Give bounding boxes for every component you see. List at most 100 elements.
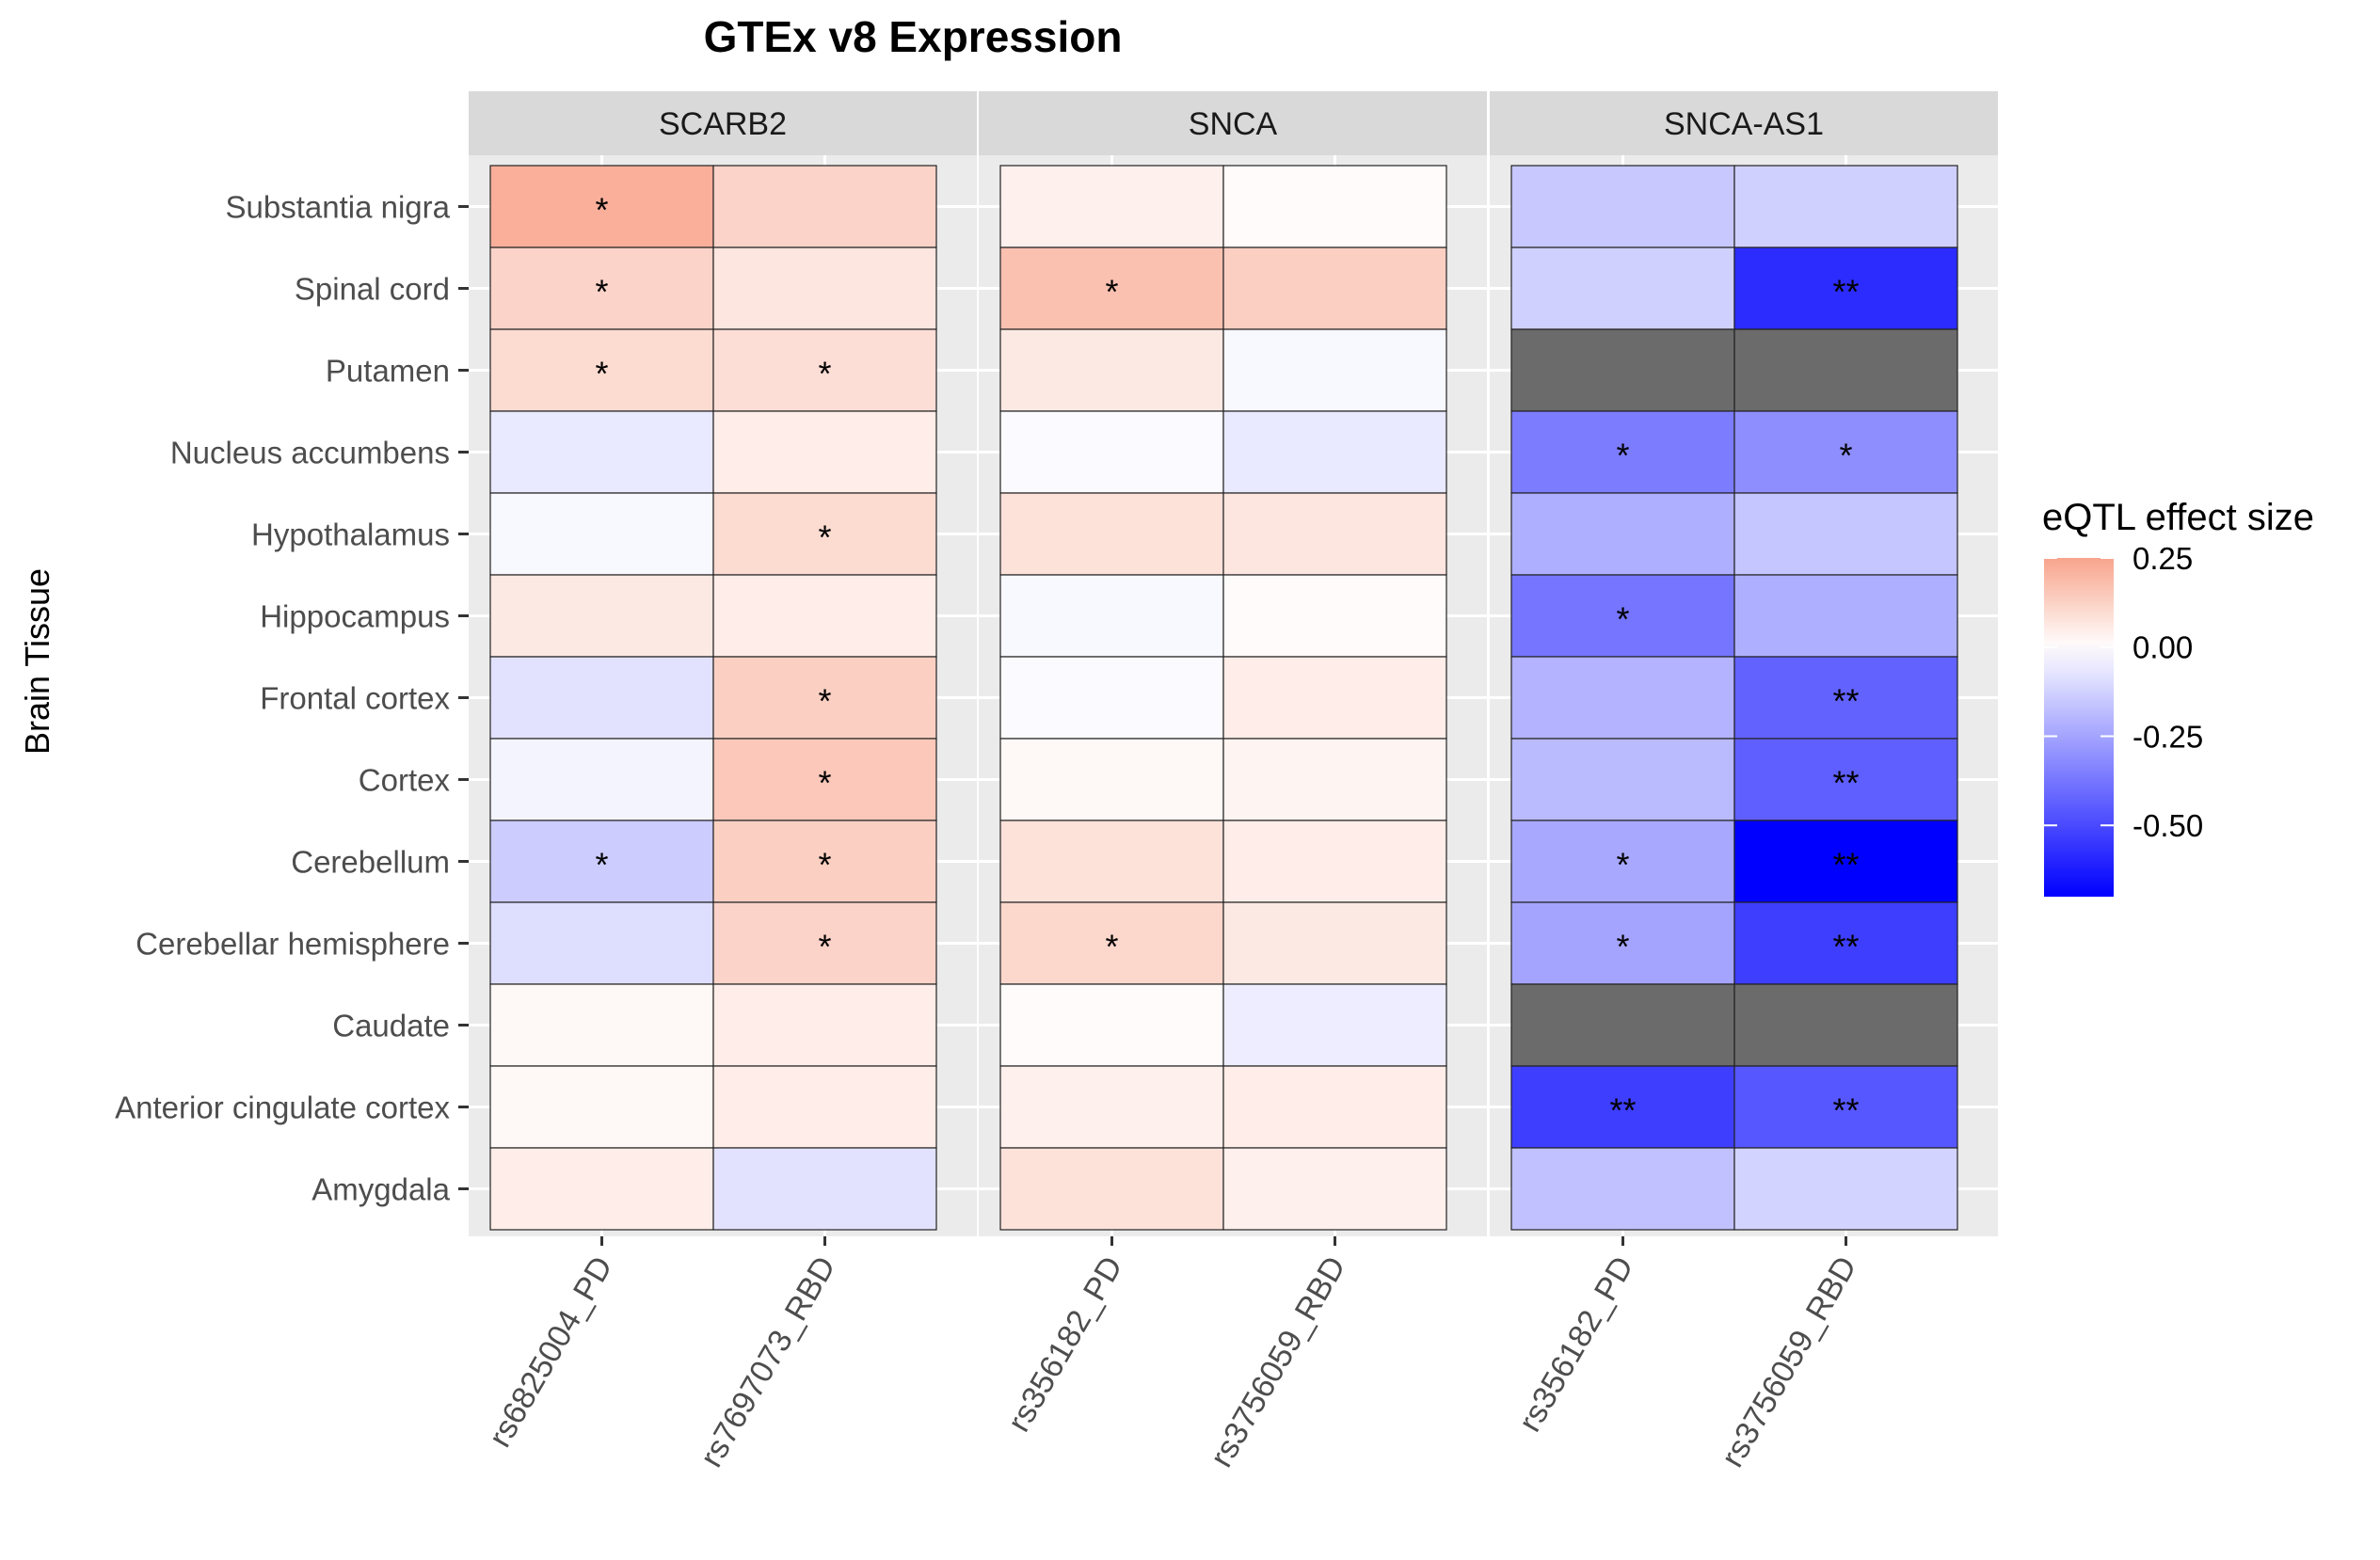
y-tick-label: Hypothalamus <box>251 517 450 552</box>
heatmap-cell <box>999 492 1224 576</box>
heatmap-cell <box>489 1065 714 1149</box>
heatmap-cell <box>999 1147 1224 1231</box>
significance-label: * <box>818 928 831 966</box>
heatmap-cell <box>1510 410 1735 494</box>
x-tick-label: rs7697073_RBD <box>694 1250 843 1473</box>
heatmap-cell <box>712 328 937 412</box>
heatmap-cell <box>712 1147 937 1231</box>
significance-label: * <box>595 191 608 230</box>
heatmap-cell <box>1222 247 1447 330</box>
facet-strip-label: SNCA <box>1189 106 1278 142</box>
heatmap-cell <box>1733 492 1958 576</box>
significance-label: ** <box>1832 1091 1859 1130</box>
heatmap-cell <box>1510 656 1735 740</box>
y-tick-label: Cerebellar hemisphere <box>136 927 450 962</box>
y-tick-label: Anterior cingulate cortex <box>115 1090 450 1125</box>
heatmap-cell <box>1733 983 1958 1067</box>
heatmap-cell <box>489 410 714 494</box>
facet-panels: SCARB2*** ***** **rs6825004_PD rs7697073_RB… <box>469 91 1998 1473</box>
heatmap-cell <box>1510 1065 1735 1149</box>
heatmap-cell <box>1733 656 1958 740</box>
chart-title: GTEx v8 Expression <box>704 12 1123 61</box>
facet-strip <box>1490 91 1998 155</box>
heatmap-cell <box>1733 901 1958 985</box>
heatmap-cell <box>1222 901 1447 985</box>
y-tick-label: Cortex <box>359 763 451 798</box>
heatmap-cell <box>1733 328 1958 412</box>
heatmap-cell <box>999 410 1224 494</box>
heatmap-cell <box>1733 738 1958 821</box>
heatmap-cell <box>999 574 1224 658</box>
y-tick-label: Cerebellum <box>291 845 450 880</box>
heatmap-cell <box>1733 574 1958 658</box>
heatmap-cell <box>712 1065 937 1149</box>
legend-tick-label: 0.25 <box>2132 541 2193 576</box>
x-tick-label: rs356182_PD <box>1001 1250 1130 1438</box>
heatmap-cell <box>489 820 714 903</box>
significance-label: * <box>1616 928 1629 966</box>
y-axis-ticks: Substantia nigra Spinal cord Putamen Nucleu… <box>115 190 469 1207</box>
heatmap-cell <box>1222 983 1447 1067</box>
heatmap-cell <box>999 247 1224 330</box>
y-tick-label: Nucleus accumbens <box>170 436 450 470</box>
significance-label: * <box>1105 273 1118 311</box>
heatmap-cell <box>1510 492 1735 576</box>
heatmap-cell <box>1510 901 1735 985</box>
x-tick-label: rs6825004_PD <box>482 1250 619 1453</box>
heatmap-cell <box>1510 247 1735 330</box>
heatmap-cell <box>489 738 714 821</box>
color-legend: eQTL effect size 0.25 0.00 -0.25 -0.50 <box>2042 497 2314 897</box>
y-tick-label: Spinal cord <box>295 272 450 307</box>
facet-strip <box>979 91 1487 155</box>
heatmap-cell <box>1222 738 1447 821</box>
heatmap-cell <box>712 410 937 494</box>
heatmap-cell <box>1733 820 1958 903</box>
significance-label: * <box>818 355 831 393</box>
significance-label: * <box>1616 437 1629 475</box>
legend-colorbar <box>2044 558 2114 897</box>
significance-label: * <box>595 273 608 311</box>
heatmap-cell <box>1222 656 1447 740</box>
legend-title: eQTL effect size <box>2042 497 2314 538</box>
heatmap-cell <box>1510 983 1735 1067</box>
facet-panel-snca: SNCA * * rs356182_PD rs3756059_RBD <box>979 91 1487 1473</box>
facet-strip-label: SNCA-AS1 <box>1664 106 1824 142</box>
heatmap-cell <box>1510 738 1735 821</box>
heatmap-cell <box>489 901 714 985</box>
heatmap-cell <box>1222 1065 1447 1149</box>
heatmap-cell <box>489 1147 714 1231</box>
heatmap-cell <box>1222 1147 1447 1231</box>
legend-tick-label: 0.00 <box>2132 630 2193 665</box>
heatmap-cell <box>1222 820 1447 903</box>
heatmap-cell <box>999 1065 1224 1149</box>
heatmap-cell <box>1733 410 1958 494</box>
heatmap-cell <box>712 492 937 576</box>
heatmap-cell <box>489 328 714 412</box>
heatmap-cell <box>1222 165 1447 248</box>
significance-label: * <box>818 682 831 721</box>
heatmap-cell <box>999 328 1224 412</box>
facet-strip-label: SCARB2 <box>659 106 787 142</box>
significance-label: * <box>595 355 608 393</box>
heatmap-cell <box>1510 165 1735 248</box>
significance-label: * <box>595 846 608 884</box>
heatmap-cell <box>712 820 937 903</box>
y-tick-label: Putamen <box>326 354 450 389</box>
heatmap-cell <box>712 574 937 658</box>
significance-label: ** <box>1609 1091 1636 1130</box>
y-tick-label: Amygdala <box>311 1172 450 1207</box>
heatmap-cell <box>1510 1147 1735 1231</box>
heatmap-cell <box>999 738 1224 821</box>
heatmap-cell <box>999 820 1224 903</box>
y-tick-label: Substantia nigra <box>226 190 451 225</box>
heatmap-cell <box>1222 410 1447 494</box>
facet-panel-snca-as1: SNCA-AS1*** ******* *** **** **rs356182_PD rs… <box>1490 91 1998 1473</box>
heatmap-cell <box>489 656 714 740</box>
heatmap-cell <box>489 492 714 576</box>
significance-label: * <box>1839 437 1852 475</box>
heatmap-cell <box>1222 328 1447 412</box>
x-tick-label: rs3756059_RBD <box>1715 1250 1864 1473</box>
heatmap-cell <box>999 983 1224 1067</box>
heatmap-cell <box>999 656 1224 740</box>
significance-label: ** <box>1832 273 1859 311</box>
